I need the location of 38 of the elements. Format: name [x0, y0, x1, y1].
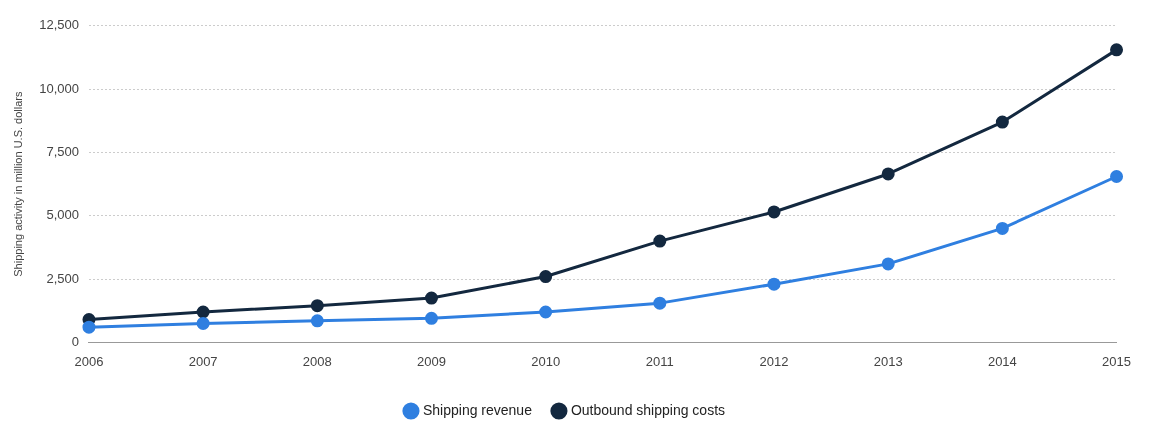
- legend-label: Shipping revenue: [422, 401, 533, 418]
- x-tick-label: 2006: [74, 353, 104, 369]
- y-tick-label: 10,000: [39, 80, 79, 96]
- point: [653, 296, 667, 310]
- x-tick-label: 2014: [987, 353, 1017, 369]
- point: [539, 270, 553, 284]
- point: [767, 277, 781, 291]
- x-tick-label: 2010: [531, 353, 561, 369]
- point: [196, 316, 210, 330]
- point: [310, 314, 324, 328]
- point: [767, 205, 781, 219]
- point: [82, 320, 96, 334]
- x-tick-label: 2009: [417, 353, 446, 369]
- point: [310, 299, 324, 313]
- x-tick-label: 2008: [302, 353, 332, 369]
- point: [424, 291, 438, 305]
- point: [196, 305, 210, 319]
- x-tick-label: 2007: [188, 353, 218, 369]
- point: [995, 221, 1009, 235]
- x-tick-label: 2012: [759, 353, 789, 369]
- x-tick-label: 2015: [1102, 353, 1131, 369]
- y-tick-label: 5,000: [46, 207, 79, 223]
- point: [1110, 170, 1124, 183]
- point: [1110, 43, 1124, 57]
- y-tick-label: 2,500: [46, 270, 79, 286]
- point: [995, 115, 1009, 129]
- point: [424, 311, 438, 325]
- legend-label: Outbound shipping costs: [570, 401, 726, 418]
- y-tick-label: 7,500: [46, 144, 79, 160]
- point: [653, 234, 667, 248]
- y-axis-title: Shipping activity in million U.S. dollars: [11, 90, 24, 277]
- x-tick-label: 2013: [873, 353, 903, 369]
- y-tick-label: 0: [71, 333, 79, 349]
- point: [539, 305, 553, 319]
- x-tick-label: 2011: [645, 353, 674, 369]
- point: [881, 167, 895, 181]
- point: [881, 257, 895, 271]
- y-tick-label: 12,500: [39, 17, 79, 33]
